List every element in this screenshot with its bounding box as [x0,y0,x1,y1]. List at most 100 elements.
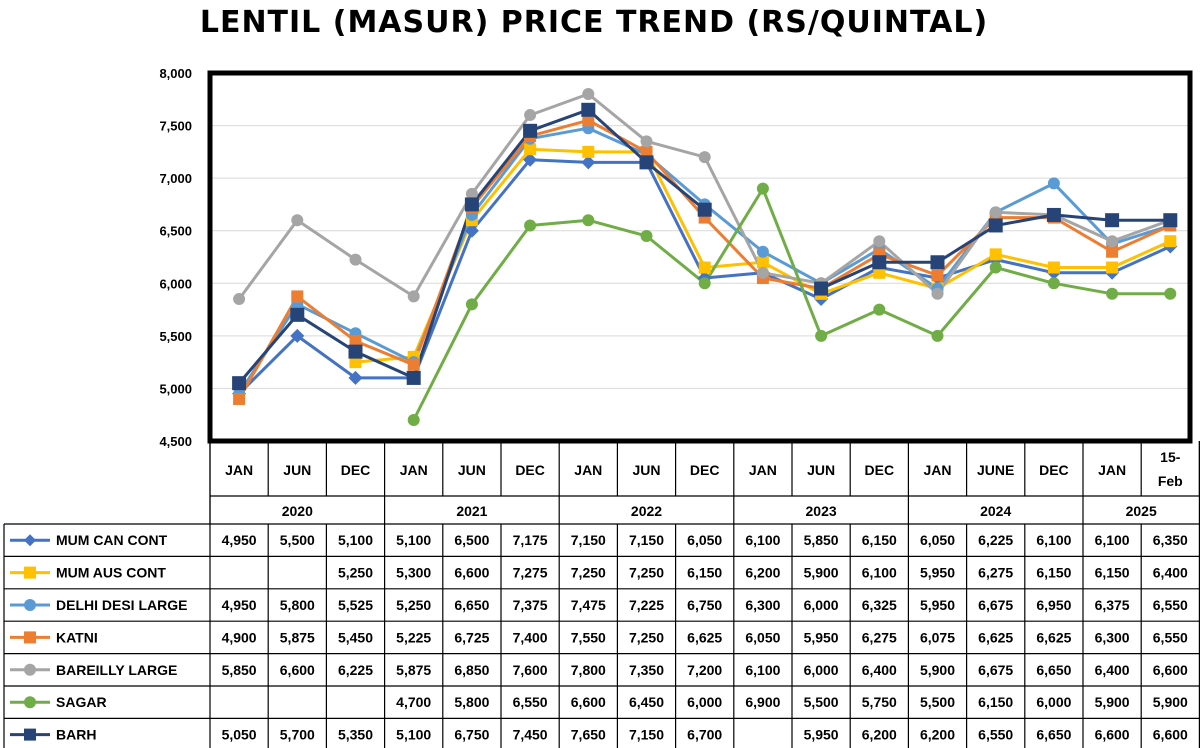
data-point [348,344,363,359]
data-label: 5,950 [804,727,839,743]
data-label: 6,600 [1153,727,1188,743]
data-point [1164,287,1177,300]
data-point [931,269,944,282]
data-label: 6,625 [1036,629,1071,645]
data-label: 6,075 [920,629,955,645]
data-point [640,145,653,158]
data-point [814,281,829,296]
data-point [582,214,595,227]
data-label: 5,800 [454,694,489,710]
data-label: 6,550 [513,694,548,710]
data-label: 6,450 [629,694,664,710]
data-point [872,255,887,270]
data-label: 7,650 [571,727,606,743]
data-label: 4,700 [396,694,431,710]
data-label: 5,450 [338,629,373,645]
category-label: DEC [341,462,371,478]
data-label: 6,275 [978,565,1013,581]
year-label: 2021 [456,503,487,519]
data-point [233,293,246,306]
category-label: DEC [515,462,545,478]
data-point [1163,213,1178,228]
data-point [523,152,538,167]
data-label: 6,550 [1153,629,1188,645]
data-label: 7,550 [571,629,606,645]
y-tick-label: 5,000 [159,381,192,396]
category-label: JUNE [977,462,1014,478]
data-label: 5,350 [338,727,373,743]
data-point [930,255,945,270]
category-label: JUN [632,462,660,478]
data-label: 5,850 [804,532,839,548]
data-point [1106,261,1119,274]
data-label: 6,225 [338,662,373,678]
data-point [756,266,769,279]
data-label: 6,150 [1095,565,1130,581]
data-label: 5,525 [338,597,373,613]
data-label: 6,050 [745,629,780,645]
data-label: 4,900 [222,629,257,645]
data-label: 6,600 [280,662,315,678]
year-label: 2020 [282,503,313,519]
data-label: 6,400 [862,662,897,678]
data-label: 4,950 [222,532,257,548]
data-label: 5,900 [804,565,839,581]
data-label: 5,875 [396,662,431,678]
data-point [581,102,596,117]
data-label: 5,500 [280,532,315,548]
legend-key-marker [24,534,36,547]
year-label: 2022 [631,503,662,519]
data-label: 5,900 [1095,694,1130,710]
data-point [232,376,247,391]
data-point [1106,287,1119,300]
data-label: 5,950 [920,565,955,581]
data-label: 7,600 [513,662,548,678]
data-point [931,287,944,300]
data-label: 6,400 [1095,662,1130,678]
data-label: 6,900 [745,694,780,710]
data-point [407,413,420,426]
data-label: 6,625 [687,629,722,645]
data-label: 5,250 [396,597,431,613]
data-label: 5,850 [222,662,257,678]
legend-key-marker [24,663,36,676]
data-label: 5,700 [280,727,315,743]
data-label: 5,800 [280,597,315,613]
data-label: 7,150 [629,727,664,743]
data-label: 6,400 [1153,565,1188,581]
data-label: 7,400 [513,629,548,645]
data-label: 6,725 [454,629,489,645]
data-label: 5,100 [338,532,373,548]
data-label: 5,100 [396,532,431,548]
data-point [1047,277,1060,290]
data-label: 7,275 [513,565,548,581]
data-label: 7,250 [571,565,606,581]
data-point [639,155,654,170]
data-label: 6,000 [687,694,722,710]
data-point [697,202,712,217]
data-label: 5,500 [920,694,955,710]
data-point [1164,235,1177,248]
data-label: 7,800 [571,662,606,678]
series-markers [232,88,1178,426]
data-label: 7,250 [629,565,664,581]
data-label: 6,600 [454,565,489,581]
data-label: 6,050 [920,532,955,548]
series-name: MUM CAN CONT [56,532,168,548]
data-label: 6,650 [1036,727,1071,743]
data-label: 7,225 [629,597,664,613]
data-label: 7,200 [687,662,722,678]
data-point [698,261,711,274]
data-point [524,143,537,156]
data-label: 5,750 [862,694,897,710]
data-label: 6,625 [978,629,1013,645]
category-label: DEC [1039,462,1069,478]
data-point [1047,261,1060,274]
data-label: 6,000 [804,597,839,613]
data-point [931,329,944,342]
data-point [291,214,304,227]
y-tick-label: 7,500 [159,119,192,134]
data-label: 6,150 [978,694,1013,710]
data-label: 5,900 [920,662,955,678]
data-label: 6,700 [687,727,722,743]
